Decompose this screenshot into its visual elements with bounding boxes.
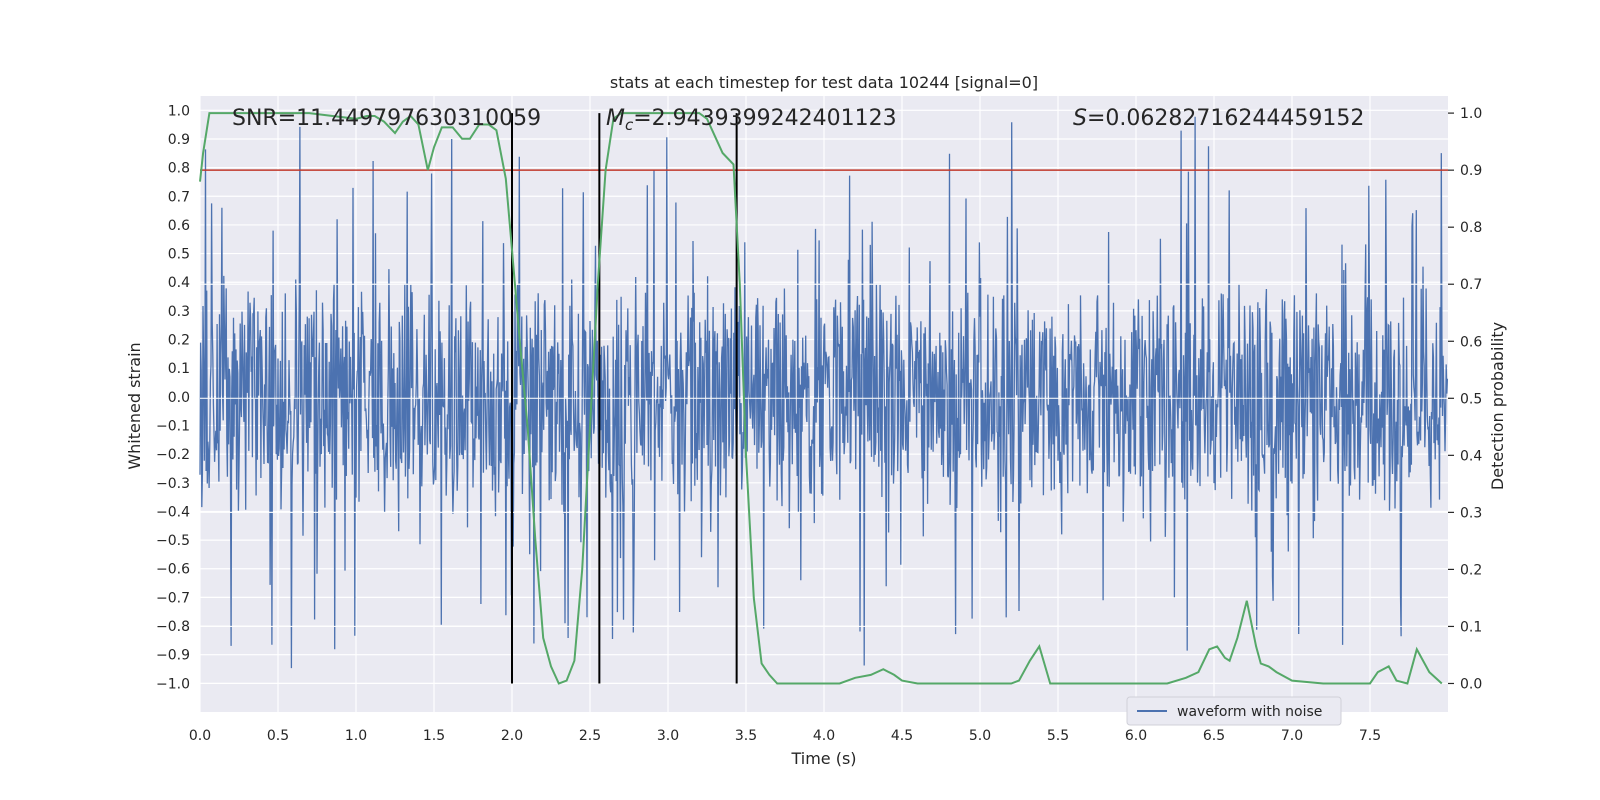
y-left-tick-label: −0.3	[156, 476, 190, 492]
chart-title: stats at each timestep for test data 102…	[610, 73, 1038, 92]
mc-subscript: c	[625, 116, 634, 134]
y-left-tick-label: 0.4	[168, 275, 190, 291]
x-tick-label: 1.5	[423, 728, 445, 744]
x-axis-label: Time (s)	[790, 749, 856, 768]
y-right-tick-label: 0.0	[1460, 676, 1482, 692]
x-ticks: 0.0 0.5 1.0 1.5 2.0 2.5 3.0 3.5 4.0 4.5 5.0 5.5 6.0 6…	[189, 728, 1381, 744]
y-left-tick-label: 0.3	[168, 304, 190, 320]
y-axis-left-label: Whitened strain	[125, 342, 144, 469]
y-right-tick-label: 0.5	[1460, 391, 1482, 407]
mc-annotation: Mc=2.9439399242401123	[606, 106, 897, 134]
y-right-ticks: 1.0 0.9 0.8 0.7 0.6 0.5 0.4 0.3 0.2 0.1 0.0	[1448, 106, 1482, 692]
y-left-tick-label: 0.7	[168, 189, 190, 205]
x-tick-label: 4.0	[813, 728, 835, 744]
probability-series	[199, 112, 1443, 685]
y-left-tick-label: 0.8	[168, 161, 190, 177]
s-symbol: S	[1073, 106, 1087, 131]
y-right-tick-label: 0.8	[1460, 220, 1482, 236]
waveform-series	[199, 116, 1449, 669]
x-tick-label: 7.0	[1281, 728, 1303, 744]
y-right-tick-label: 0.2	[1460, 562, 1482, 578]
y-left-tick-label: −0.6	[156, 562, 190, 578]
y-left-tick-label: 0.5	[168, 247, 190, 263]
s-annotation: S=0.06282716244459152	[1073, 106, 1364, 131]
y-right-tick-label: 0.1	[1460, 619, 1482, 635]
y-left-tick-label: 0.0	[168, 390, 190, 406]
y-left-ticks: 1.0 0.9 0.8 0.7 0.6 0.5 0.4 0.3 0.2 0.1 0.0 −0.1 −0.…	[156, 103, 190, 692]
y-axis-right-label: Detection probability	[1488, 322, 1507, 490]
x-tick-label: 7.5	[1359, 728, 1381, 744]
x-tick-label: 4.5	[891, 728, 913, 744]
x-tick-label: 2.0	[501, 728, 523, 744]
probability-line	[199, 112, 1443, 685]
y-left-tick-label: −0.2	[156, 447, 190, 463]
mc-value: =2.9439399242401123	[633, 106, 896, 131]
x-tick-label: 3.5	[735, 728, 757, 744]
s-value: =0.06282716244459152	[1087, 106, 1364, 131]
y-left-tick-label: −0.8	[156, 619, 190, 635]
y-left-tick-label: −0.5	[156, 533, 190, 549]
x-tick-label: 5.5	[1047, 728, 1069, 744]
y-right-tick-label: 1.0	[1460, 106, 1482, 122]
y-left-tick-label: 0.2	[168, 333, 190, 349]
y-left-tick-label: −0.9	[156, 648, 190, 664]
legend-box	[1126, 696, 1342, 726]
waveform-line	[199, 116, 1449, 669]
x-tick-label: 6.0	[1125, 728, 1147, 744]
mc-symbol: M	[606, 106, 625, 131]
y-left-tick-label: 0.9	[168, 132, 190, 148]
y-right-tick-label: 0.6	[1460, 334, 1482, 350]
y-right-tick-label: 0.4	[1460, 448, 1482, 464]
legend-label: waveform with noise	[1177, 704, 1322, 720]
y-left-tick-label: 0.6	[168, 218, 190, 234]
y-left-tick-label: −1.0	[156, 676, 190, 692]
x-tick-label: 5.0	[969, 728, 991, 744]
y-right-tick-label: 0.7	[1460, 277, 1482, 293]
x-tick-label: 0.0	[189, 728, 211, 744]
x-tick-label: 1.0	[345, 728, 367, 744]
y-left-tick-label: 0.1	[168, 361, 190, 377]
y-left-tick-label: −0.4	[156, 504, 190, 520]
snr-annotation: SNR=11.449797630310059	[232, 106, 541, 131]
legend: waveform with noise	[1126, 696, 1342, 726]
y-left-tick-label: 1.0	[168, 103, 190, 119]
x-tick-label: 3.0	[657, 728, 679, 744]
x-tick-label: 0.5	[267, 728, 289, 744]
x-tick-label: 2.5	[579, 728, 601, 744]
y-left-tick-label: −0.7	[156, 590, 190, 606]
y-right-tick-label: 0.3	[1460, 505, 1482, 521]
y-left-tick-label: −0.1	[156, 418, 190, 434]
x-tick-label: 6.5	[1203, 728, 1225, 744]
y-right-tick-label: 0.9	[1460, 163, 1482, 179]
